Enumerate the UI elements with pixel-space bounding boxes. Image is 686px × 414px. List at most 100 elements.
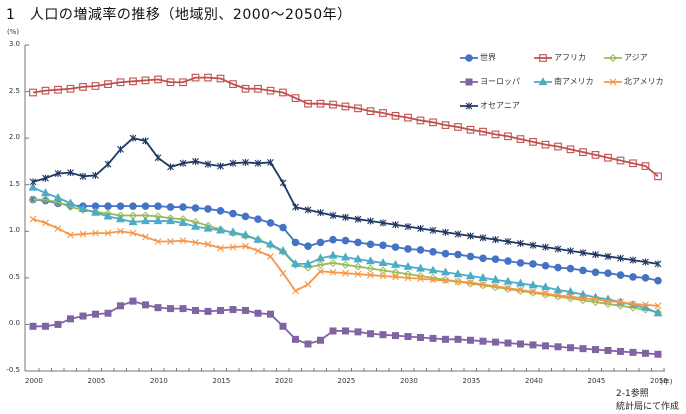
legend-label: オセアニア [480, 101, 520, 110]
legend-item: オセアニア [460, 100, 520, 111]
series-line [33, 198, 659, 314]
data-point [279, 88, 287, 97]
y-tick-label: 3.0 [8, 40, 20, 48]
data-point [178, 218, 188, 227]
data-point [204, 307, 212, 315]
data-point [66, 198, 75, 207]
y-tick-label: 0.5 [8, 272, 20, 281]
data-point [241, 230, 250, 239]
data-point [354, 328, 362, 336]
data-point [617, 254, 624, 262]
data-point [129, 202, 137, 210]
data-point [167, 305, 174, 313]
data-point [441, 121, 450, 129]
note-source: 統計局にて作成 [616, 402, 680, 412]
data-point [416, 263, 425, 272]
data-point [292, 287, 299, 295]
data-point [317, 336, 324, 344]
data-point [366, 107, 375, 115]
data-point [467, 232, 474, 240]
data-point [154, 238, 162, 245]
data-point [104, 160, 112, 168]
series-line [32, 76, 659, 178]
data-point [166, 78, 175, 87]
x-tick-label: 2020 [275, 377, 293, 385]
data-point [629, 300, 637, 308]
data-point [504, 284, 512, 292]
data-point [79, 172, 87, 180]
data-point [391, 268, 400, 277]
data-point [317, 267, 324, 275]
data-point [191, 73, 200, 82]
data-point [166, 203, 175, 211]
data-point [541, 261, 550, 270]
legend-swatch-icon [604, 78, 622, 85]
data-point [267, 158, 274, 166]
data-point [641, 162, 650, 170]
data-point [67, 169, 74, 177]
data-point [92, 310, 99, 318]
data-point [392, 221, 399, 229]
data-point [642, 349, 649, 357]
data-point [104, 229, 112, 237]
data-point [129, 77, 137, 86]
data-point [217, 162, 224, 170]
data-point [579, 294, 587, 302]
data-point [567, 247, 574, 255]
data-point [529, 341, 537, 349]
data-point [254, 84, 262, 93]
data-point [116, 214, 125, 223]
data-point [604, 297, 612, 305]
data-point [42, 322, 49, 330]
data-point [116, 78, 125, 87]
data-point [579, 249, 587, 257]
data-point [541, 140, 550, 149]
data-point [591, 151, 600, 159]
data-point [617, 298, 624, 306]
data-point [128, 217, 138, 226]
data-point [428, 265, 438, 274]
data-point [367, 271, 374, 279]
data-point [567, 344, 574, 352]
data-point [579, 148, 587, 156]
data-point [404, 223, 412, 231]
series-0 [29, 195, 662, 285]
series-1 [29, 73, 662, 181]
data-point [179, 305, 187, 313]
y-tick-label: -0.5 [6, 366, 20, 374]
data-point [516, 278, 525, 287]
data-point [191, 221, 200, 230]
data-point [104, 202, 112, 210]
legend-swatch-icon [534, 76, 552, 85]
legend-label: アジア [624, 53, 648, 62]
data-point [304, 280, 312, 288]
data-point [442, 228, 449, 236]
y-tick-label: 0.0 [8, 319, 20, 328]
data-point [179, 159, 187, 167]
data-point [241, 212, 250, 221]
x-axis-unit-label: (年) [660, 378, 673, 386]
data-point [79, 312, 87, 320]
data-point [179, 237, 187, 244]
data-point [179, 78, 187, 87]
data-point [154, 304, 162, 312]
data-point [354, 238, 362, 247]
data-point [629, 256, 637, 264]
data-point [392, 332, 399, 340]
data-point [328, 258, 338, 267]
data-point [379, 331, 387, 339]
data-point [479, 280, 487, 288]
data-point [429, 247, 437, 256]
data-point [504, 132, 512, 141]
data-point [454, 335, 462, 343]
data-point [566, 264, 575, 273]
data-point [54, 320, 62, 328]
data-point [654, 260, 662, 268]
legend-swatch-icon [460, 53, 478, 62]
data-point [528, 280, 538, 289]
x-tick-label: 2010 [150, 377, 168, 385]
data-point [328, 250, 338, 259]
data-point [154, 75, 162, 84]
x-tick-label: 2050 [650, 377, 668, 385]
data-point [417, 333, 424, 341]
